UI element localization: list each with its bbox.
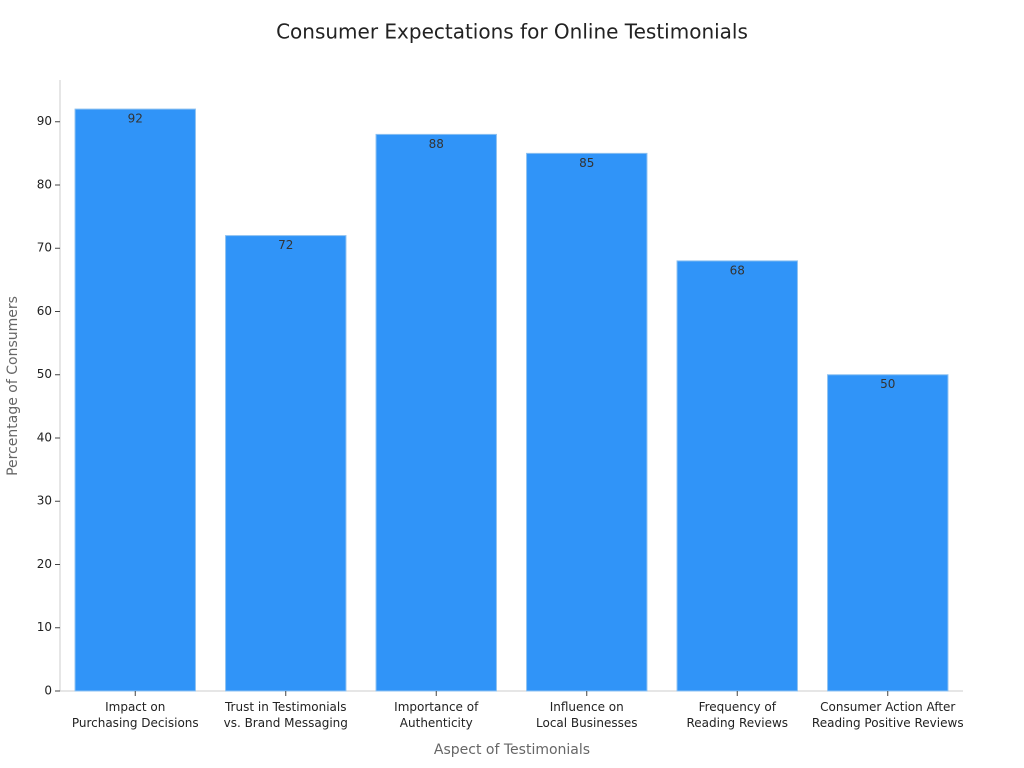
bar (74, 108, 196, 692)
y-tick-label: 20 (37, 557, 52, 571)
y-tick-label: 60 (37, 304, 52, 318)
x-tick-label: Importance of Authenticity (394, 700, 479, 730)
y-tick-label: 90 (37, 114, 52, 128)
value-label: 88 (429, 137, 444, 151)
value-label: 68 (730, 263, 745, 277)
x-tick-label: Frequency of Reading Reviews (686, 700, 789, 730)
y-axis-title: Percentage of Consumers (5, 296, 21, 476)
x-tick-label: Trust in Testimonials vs. Brand Messagin… (223, 700, 348, 730)
bar (676, 260, 798, 692)
value-label: 50 (880, 377, 895, 391)
y-tick-label: 30 (37, 494, 52, 508)
y-tick-label: 70 (37, 241, 52, 255)
value-label: 72 (278, 238, 293, 252)
y-tick-label: 40 (37, 430, 52, 444)
y-tick-label: 10 (37, 620, 52, 634)
bar (827, 374, 949, 692)
x-tick-label: Influence on Local Businesses (536, 700, 638, 730)
bar (225, 235, 347, 692)
y-tick-label: 50 (37, 367, 52, 381)
y-tick-label: 80 (37, 177, 52, 191)
value-label: 92 (128, 112, 143, 126)
x-tick-label: Consumer Action After Reading Positive R… (811, 700, 964, 730)
chart-title: Consumer Expectations for Online Testimo… (276, 20, 748, 44)
bar (375, 133, 497, 692)
y-tick-label: 0 (44, 684, 52, 698)
bar (526, 152, 648, 692)
value-label: 85 (579, 156, 594, 170)
x-axis-title: Aspect of Testimonials (434, 742, 590, 758)
x-tick-label: Impact on Purchasing Decisions (71, 700, 199, 730)
